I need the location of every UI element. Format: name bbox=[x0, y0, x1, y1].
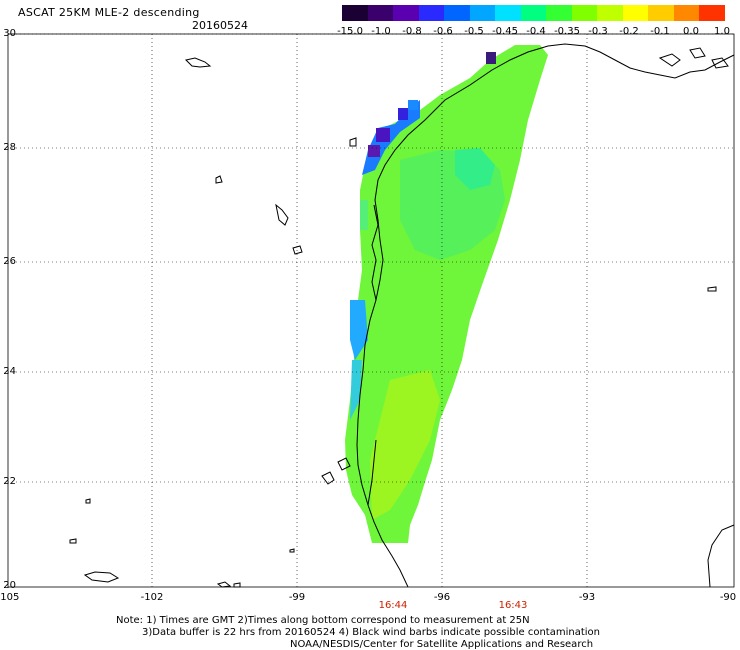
color-scale-segment bbox=[495, 5, 521, 21]
color-scale-segment bbox=[393, 5, 419, 21]
color-scale-segment bbox=[469, 5, 496, 21]
color-scale-bar bbox=[342, 5, 725, 21]
note-line-3: NOAA/NESDIS/Center for Satellite Applica… bbox=[290, 639, 594, 650]
color-scale-segment bbox=[367, 5, 394, 21]
latitude-label: 24 bbox=[3, 366, 16, 377]
note-line-1: Note: 1) Times are GMT 2)Times along bot… bbox=[116, 615, 530, 626]
color-scale-segment bbox=[342, 5, 368, 21]
color-scale-label: -15.0 bbox=[337, 26, 363, 37]
time-label-1: 16:44 bbox=[378, 600, 408, 611]
latitude-label: 20 bbox=[3, 580, 16, 591]
latitude-label: 26 bbox=[3, 256, 16, 267]
inland-features bbox=[69, 47, 729, 588]
coastline bbox=[356, 43, 735, 588]
color-scale-segment bbox=[622, 5, 649, 21]
color-scale-label: -0.45 bbox=[492, 26, 518, 37]
color-scale-label: -0.5 bbox=[464, 26, 484, 37]
color-scale-label: -0.2 bbox=[619, 26, 639, 37]
product-title: ASCAT 25KM MLE-2 descending bbox=[18, 6, 200, 19]
color-scale-label: 0.0 bbox=[683, 26, 699, 37]
longitude-label: -93 bbox=[578, 592, 596, 603]
color-scale-segment bbox=[546, 5, 572, 21]
color-scale-segment bbox=[673, 5, 700, 21]
color-scale-segment bbox=[699, 5, 725, 21]
product-date: 20160524 bbox=[192, 19, 248, 32]
note-line-2: 3)Data buffer is 22 hrs from 20160524 4)… bbox=[142, 627, 600, 638]
color-scale-label: 1.0 bbox=[714, 26, 730, 37]
color-scale-segment bbox=[597, 5, 623, 21]
color-scale-segment bbox=[571, 5, 598, 21]
longitude-label: -102 bbox=[140, 592, 164, 603]
color-scale-segment bbox=[418, 5, 445, 21]
color-scale-label: -0.3 bbox=[588, 26, 608, 37]
color-scale-label: -0.6 bbox=[433, 26, 453, 37]
color-scale-label: -0.8 bbox=[402, 26, 422, 37]
plot-frame bbox=[7, 33, 735, 588]
swath-data bbox=[345, 45, 548, 543]
time-label-2: 16:43 bbox=[498, 600, 528, 611]
longitude-label: -99 bbox=[288, 592, 306, 603]
color-scale-label: -1.0 bbox=[371, 26, 391, 37]
latitude-label: 22 bbox=[3, 476, 16, 487]
longitude-label: -90 bbox=[719, 592, 737, 603]
latitude-label: 28 bbox=[3, 142, 16, 153]
color-scale-label: -0.1 bbox=[650, 26, 670, 37]
color-scale-segment bbox=[648, 5, 674, 21]
color-scale-segment bbox=[444, 5, 470, 21]
longitude-label: -105 bbox=[0, 592, 20, 603]
latitude-label: 30 bbox=[3, 28, 16, 39]
color-scale-label: -0.35 bbox=[554, 26, 580, 37]
longitude-label: -96 bbox=[433, 592, 451, 603]
color-scale-segment bbox=[520, 5, 547, 21]
color-scale-label: -0.4 bbox=[526, 26, 546, 37]
